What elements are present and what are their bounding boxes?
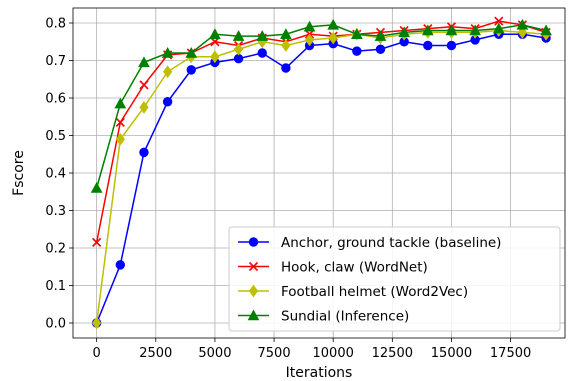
legend-label: Football helmet (Word2Vec) (281, 284, 468, 300)
data-point (352, 46, 362, 56)
x-tick-label: 2500 (139, 346, 172, 361)
data-point (281, 39, 291, 52)
x-tick-label: 0 (93, 346, 101, 361)
data-point (162, 97, 173, 107)
x-tick-label: 15000 (431, 346, 472, 361)
y-axis-title: Fscore (11, 150, 27, 196)
y-tick-label: 0.1 (45, 279, 66, 294)
data-point (423, 40, 433, 51)
grid (73, 8, 565, 338)
series-2 (92, 16, 551, 247)
legend-item: Anchor, ground tackle (baseline) (238, 235, 501, 251)
y-tick-label: 0.7 (45, 54, 66, 69)
data-point (327, 18, 340, 30)
data-point (446, 40, 457, 51)
data-point (445, 24, 458, 36)
data-point (186, 65, 196, 75)
data-point (139, 80, 149, 90)
data-point (280, 28, 292, 39)
y-tick-label: 0.5 (45, 129, 66, 144)
legend: Anchor, ground tackle (baseline) Hook, cl… (228, 226, 561, 332)
data-point (494, 16, 504, 26)
data-point (139, 101, 149, 114)
data-point (209, 28, 221, 39)
data-point (375, 44, 386, 54)
data-point (374, 30, 387, 41)
data-point (90, 181, 103, 193)
legend-item: Sundial (Inference) (238, 309, 409, 325)
data-point (303, 20, 316, 32)
data-point (162, 65, 173, 79)
x-axis-title: Iterations (286, 365, 353, 381)
data-point (233, 53, 244, 64)
x-tick-label: 10000 (313, 346, 354, 361)
data-point (115, 260, 126, 270)
y-tick-label: 0.4 (45, 167, 66, 182)
legend-item: Football helmet (Word2Vec) (238, 284, 468, 300)
legend-marker (248, 261, 259, 272)
data-point (232, 30, 245, 41)
series-group (90, 16, 552, 330)
data-point (210, 50, 220, 64)
legend-label: Sundial (Inference) (281, 309, 409, 325)
data-point (161, 46, 174, 58)
legend-marker (247, 309, 260, 321)
data-point (328, 31, 338, 45)
data-point (304, 33, 315, 47)
data-point (492, 22, 505, 34)
data-point (185, 46, 198, 58)
y-tick-label: 0.8 (45, 17, 66, 32)
data-point (281, 63, 291, 73)
data-point (115, 117, 125, 127)
data-point (398, 26, 410, 38)
x-tick-label: 12500 (372, 346, 413, 361)
data-point (540, 24, 552, 36)
data-point (257, 48, 267, 58)
series-line (95, 24, 547, 189)
x-tick-label: 7500 (258, 346, 291, 361)
data-point (421, 24, 434, 36)
data-point (138, 56, 150, 68)
y-tick-label: 0.6 (45, 92, 66, 107)
y-tick-label: 0.3 (45, 204, 66, 219)
data-point (115, 132, 125, 146)
data-point (516, 18, 529, 30)
data-point (139, 147, 149, 158)
data-point (92, 316, 102, 330)
legend-label: Hook, claw (WordNet) (281, 260, 428, 276)
data-point (233, 42, 244, 56)
legend-label: Anchor, ground tackle (baseline) (281, 235, 501, 251)
legend-marker (248, 237, 259, 247)
data-point (351, 28, 363, 39)
data-point (469, 24, 481, 36)
legend-item: Hook, claw (WordNet) (238, 260, 428, 276)
y-tick-label: 0.2 (45, 242, 66, 257)
x-tick-label: 5000 (198, 346, 231, 361)
legend-box (228, 226, 561, 332)
legend-marker (248, 284, 259, 298)
x-tick-label: 17500 (490, 346, 531, 361)
data-point (256, 30, 269, 41)
series-4 (90, 18, 552, 193)
series-1 (91, 29, 551, 328)
y-tick-label: 0.0 (45, 317, 66, 332)
data-point (114, 97, 127, 109)
data-point (210, 37, 220, 47)
data-point (92, 237, 102, 247)
axes: 0 2500 5000 7500 10000 12500 15000 17500 0.0 0.1 0… (45, 7, 566, 361)
